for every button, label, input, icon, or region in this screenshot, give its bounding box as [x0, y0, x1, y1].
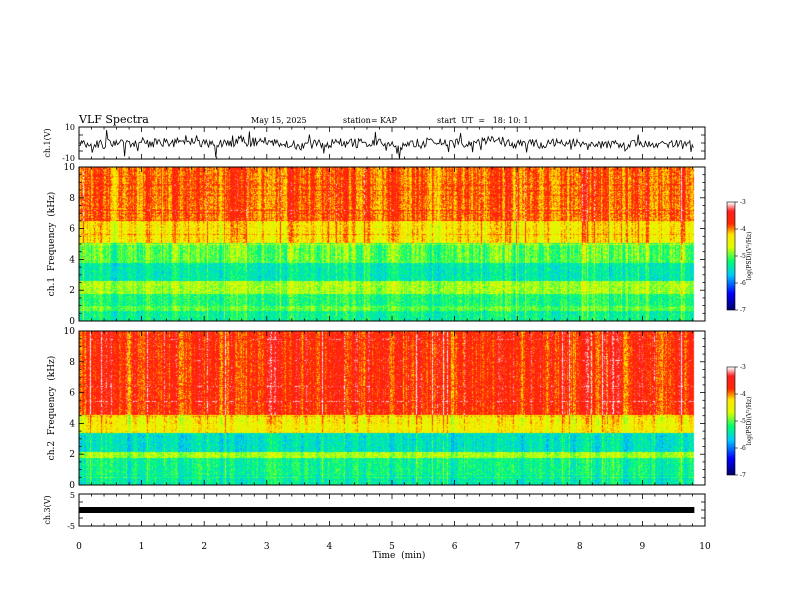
colorbar-ch2-label: log(PSD)(V²/Hz) — [746, 397, 753, 446]
ch3-waveform-panel: 5 -5 ch.3(V) — [43, 491, 706, 531]
x-tick-label: 5 — [389, 542, 395, 552]
ch1-spectrogram-ylabel: ch.1 Frequency (kHz) — [46, 192, 57, 297]
colorbar-ch1: log(PSD)(V²/Hz) -3 -4 -5 -6 -7 — [726, 199, 753, 314]
ch1-ytick-bottom: -10 — [62, 154, 75, 163]
ch1-spectrogram-image — [79, 167, 705, 321]
station-label: station= KAP — [343, 116, 398, 125]
ch2-spectrogram-ytick-label: 10 — [64, 327, 76, 337]
x-tick-label: 4 — [327, 542, 333, 552]
ch2-spectrogram-ytick-label: 6 — [69, 389, 75, 399]
colorbar-ch2-tick-label: -3 — [740, 364, 746, 371]
ch2-spectrogram-ytick-label: 2 — [69, 450, 75, 460]
x-tick-label: 1 — [139, 542, 145, 552]
colorbar-ch1-tick-label: -7 — [740, 307, 746, 314]
ch1-ylabel: ch.1(V) — [43, 128, 52, 157]
ch3-ylabel: ch.3(V) — [43, 495, 52, 524]
ch2-spectrogram-image — [79, 331, 705, 485]
ch1-waveform-trace — [79, 129, 694, 160]
ch2-spectrogram-ytick-label: 8 — [69, 358, 75, 368]
colorbar-ch1-tick-label: -4 — [740, 226, 746, 233]
colorbar-ch1-tick-label: -6 — [740, 280, 746, 287]
colorbar-ch2-tick-label: -4 — [740, 391, 746, 398]
ch1-spectrogram-ytick-label: 0 — [69, 317, 75, 327]
ch1-spectrogram-ytick-label: 6 — [69, 225, 75, 235]
colorbar-ch2-tick-label: -6 — [740, 445, 746, 452]
colorbar-ch2-gradient — [727, 367, 735, 475]
ch1-ytick-top: 10 — [65, 123, 75, 132]
ch3-ytick-top: 5 — [70, 491, 75, 500]
colorbar-ch2-tick-label: -5 — [740, 418, 746, 425]
colorbar-ch1-label: log(PSD)(V²/Hz) — [746, 232, 753, 281]
colorbar-ch1-tick-label: -3 — [740, 199, 746, 206]
ch1-spectrogram-ytick-label: 8 — [69, 194, 75, 204]
colorbar-ch2: log(PSD)(V²/Hz) -3 -4 -5 -6 -7 — [726, 364, 753, 479]
ch2-spectrogram-ytick-label: 4 — [69, 419, 75, 429]
date-label: May 15, 2025 — [251, 116, 307, 125]
x-tick-label: 8 — [577, 542, 583, 552]
x-axis-label: Time (min) — [373, 550, 426, 561]
x-tick-label: 3 — [264, 542, 270, 552]
ch1-waveform-panel: 10 -10 ch.1(V) — [43, 123, 706, 163]
colorbar-ch2-tick-label: -7 — [740, 472, 746, 479]
x-tick-label: 7 — [514, 542, 520, 552]
x-tick-label: 0 — [76, 542, 82, 552]
ch1-spectrogram-ytick-label: 2 — [69, 286, 75, 296]
colorbar-ch1-tick-label: -5 — [740, 253, 746, 260]
ch3-ytick-bottom: -5 — [67, 522, 75, 531]
start-ut-label: start UT = 18: 10: 1 — [437, 116, 529, 125]
ch1-spectrogram-panel: ch.1 Frequency (kHz) 0 2 4 6 8 10 — [46, 163, 706, 327]
ch3-waveform-band — [79, 507, 695, 513]
x-tick-label: 9 — [640, 542, 646, 552]
ch2-spectrogram-ylabel: ch.2 Frequency (kHz) — [46, 356, 57, 461]
colorbar-ch1-gradient — [727, 202, 735, 310]
ch2-spectrogram-ytick-label: 0 — [69, 481, 75, 491]
ch1-spectrogram-ytick-label: 4 — [69, 255, 75, 265]
x-tick-label: 10 — [699, 542, 711, 552]
x-tick-label: 6 — [452, 542, 458, 552]
ch2-spectrogram-panel: ch.2 Frequency (kHz) 0 2 4 6 8 10 — [46, 327, 706, 491]
figure-title: VLF Spectra — [78, 113, 149, 126]
x-tick-label: 2 — [201, 542, 207, 552]
ch1-spectrogram-ytick-label: 10 — [64, 163, 76, 173]
